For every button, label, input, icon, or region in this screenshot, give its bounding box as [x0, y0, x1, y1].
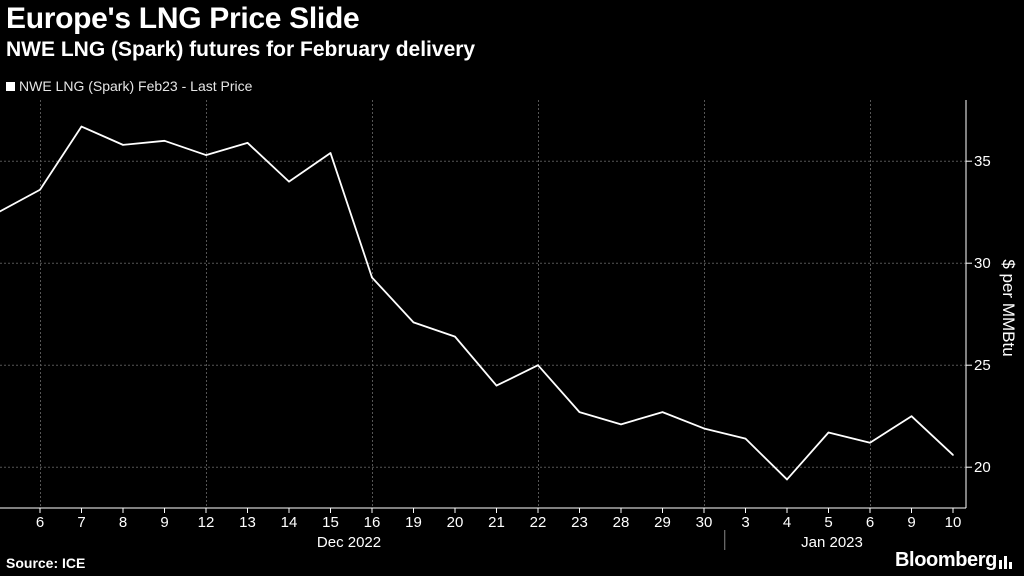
bar-chart-icon — [999, 556, 1012, 569]
y-tick-label: 35 — [974, 153, 991, 170]
x-tick-label: 23 — [571, 514, 588, 531]
x-tick-label: 16 — [364, 514, 381, 531]
x-group-label: Dec 2022 — [317, 534, 381, 551]
data-point — [205, 154, 207, 156]
x-tick-label: 8 — [119, 514, 127, 531]
x-tick-label: 10 — [945, 514, 962, 531]
x-tick-label: 9 — [907, 514, 915, 531]
x-tick-label: 12 — [198, 514, 215, 531]
data-point — [952, 454, 954, 456]
legend-swatch — [6, 81, 15, 91]
x-tick-label: 14 — [281, 514, 298, 531]
x-tick-label: 28 — [613, 514, 630, 531]
data-point — [122, 144, 124, 146]
data-point — [39, 188, 41, 191]
x-tick-label: 29 — [654, 514, 671, 531]
data-point — [869, 441, 871, 444]
x-tick-label: 22 — [530, 514, 547, 531]
data-point — [288, 180, 290, 183]
data-point — [620, 423, 622, 426]
axes — [0, 100, 972, 550]
data-point — [329, 152, 332, 154]
data-point — [412, 321, 415, 324]
data-point — [703, 427, 705, 430]
data-point — [454, 335, 456, 338]
data-point — [80, 125, 83, 128]
data-point — [163, 140, 166, 142]
x-tick-label: 13 — [239, 514, 256, 531]
x-tick-label: 3 — [741, 514, 749, 531]
x-tick-label: 6 — [866, 514, 874, 531]
x-tick-label: 20 — [447, 514, 464, 531]
y-tick-label: 20 — [974, 459, 991, 476]
gridlines — [0, 100, 966, 508]
series-layer — [0, 125, 954, 481]
legend-label: NWE LNG (Spark) Feb23 - Last Price — [19, 78, 253, 94]
y-axis-title: $ per MMBtu — [999, 259, 1018, 356]
chart-subtitle: NWE LNG (Spark) futures for February del… — [6, 38, 476, 61]
x-tick-label: 9 — [160, 514, 168, 531]
x-tick-label: 30 — [696, 514, 713, 531]
data-point — [578, 411, 581, 413]
x-tick-label: 4 — [783, 514, 791, 531]
data-point — [910, 415, 913, 418]
x-tick-label: 5 — [824, 514, 832, 531]
data-point — [827, 431, 830, 434]
x-tick-label: 15 — [322, 514, 339, 531]
chart-title: Europe's LNG Price Slide — [6, 2, 360, 35]
series-line — [0, 125, 954, 481]
data-point — [661, 411, 664, 413]
x-group-label: Jan 2023 — [801, 534, 863, 551]
data-point — [786, 478, 788, 481]
y-tick-label: 25 — [974, 357, 991, 374]
brand-name: Bloomberg — [895, 549, 997, 571]
tick-labels: 20 25 30 35 6 7 8 9 12 13 14 15 16 19 20 21 22 23 28 29 30 3 4… — [36, 153, 991, 551]
legend: NWE LNG (Spark) Feb23 - Last Price — [6, 78, 252, 94]
data-point — [744, 437, 747, 440]
x-tick-label: 6 — [36, 514, 44, 531]
source-note: Source: ICE — [6, 555, 86, 571]
data-point — [537, 364, 539, 367]
y-tick-label: 30 — [974, 255, 991, 272]
data-point — [495, 384, 498, 387]
x-tick-label: 19 — [405, 514, 422, 531]
data-point — [246, 142, 249, 144]
data-point — [371, 276, 373, 279]
x-tick-label: 7 — [77, 514, 85, 531]
x-tick-label: 21 — [488, 514, 505, 531]
